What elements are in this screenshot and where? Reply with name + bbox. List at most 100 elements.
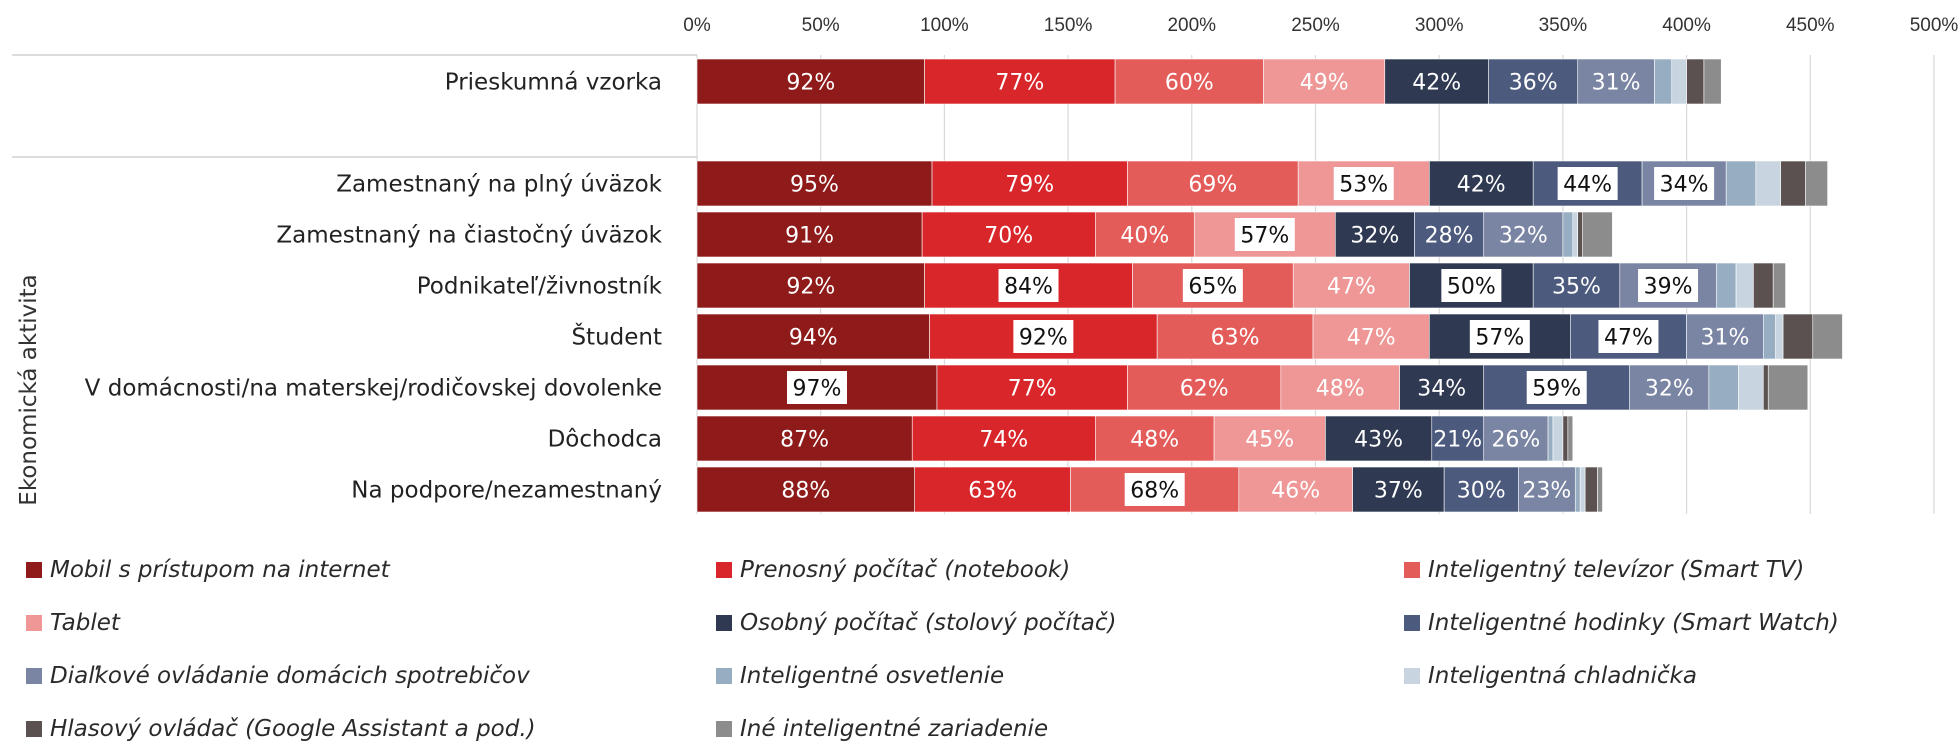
bar-segment bbox=[1518, 466, 1576, 513]
category-label: Zamestnaný na čiastočný úväzok bbox=[276, 223, 662, 249]
data-label: 48% bbox=[1316, 377, 1365, 402]
bar-segment bbox=[1708, 364, 1739, 411]
category-label: Prieskumná vzorka bbox=[445, 70, 662, 96]
x-tick-label: 200% bbox=[1167, 15, 1216, 36]
bar-segment bbox=[921, 211, 1096, 258]
bar-segment bbox=[1547, 415, 1554, 462]
category-label: Zamestnaný na plný úväzok bbox=[336, 172, 662, 198]
legend-label: Inteligentné hodinky (Smart Watch) bbox=[1428, 610, 1839, 636]
data-label: 70% bbox=[984, 224, 1033, 249]
bar-segment bbox=[931, 160, 1128, 207]
bar-segment bbox=[1725, 160, 1757, 207]
legend-swatch bbox=[1404, 562, 1420, 578]
bar-segment bbox=[1532, 262, 1621, 309]
bar-segment bbox=[696, 466, 916, 513]
data-label: 92% bbox=[786, 71, 835, 96]
legend-label: Iné inteligentné zariadenie bbox=[740, 716, 1049, 742]
bar-segment bbox=[1567, 415, 1574, 462]
data-label: 84% bbox=[1004, 275, 1053, 300]
data-label: 74% bbox=[979, 428, 1028, 453]
x-tick-label: 500% bbox=[1910, 15, 1959, 36]
legend-label: Inteligentná chladnička bbox=[1428, 663, 1697, 689]
bar-segment bbox=[1384, 58, 1489, 105]
x-tick-label: 100% bbox=[920, 15, 969, 36]
x-tick-label: 0% bbox=[683, 15, 711, 36]
data-label: 77% bbox=[995, 71, 1044, 96]
bar-segment bbox=[1805, 160, 1828, 207]
legend-label: Diaľkové ovládanie domácich spotrebičov bbox=[50, 663, 530, 689]
data-label: 23% bbox=[1522, 479, 1571, 504]
legend-swatch bbox=[716, 562, 732, 578]
data-label: 47% bbox=[1327, 275, 1376, 300]
data-label: 91% bbox=[785, 224, 834, 249]
bar-segment bbox=[1431, 415, 1485, 462]
data-label: 77% bbox=[1008, 377, 1057, 402]
bar-segment bbox=[1767, 364, 1809, 411]
data-label: 34% bbox=[1660, 173, 1709, 198]
category-label: Podnikateľ/živnostník bbox=[417, 274, 663, 300]
legend-label: Mobil s prístupom na internet bbox=[50, 557, 390, 583]
bar-segment bbox=[696, 415, 913, 462]
legend-swatch bbox=[716, 668, 732, 684]
bar-segment bbox=[1414, 211, 1485, 258]
data-label: 44% bbox=[1563, 173, 1612, 198]
data-label: 63% bbox=[1211, 326, 1260, 351]
legend-swatch bbox=[26, 721, 42, 737]
data-label: 95% bbox=[790, 173, 839, 198]
legend-item: Mobil s prístupom na internet bbox=[26, 557, 390, 583]
bar-segment bbox=[1584, 466, 1598, 513]
bar-segment bbox=[696, 58, 925, 105]
data-label-box bbox=[1013, 320, 1074, 353]
bar-segment bbox=[1483, 415, 1549, 462]
x-tick-label: 400% bbox=[1662, 15, 1711, 36]
data-label: 97% bbox=[793, 377, 842, 402]
legend-swatch bbox=[1404, 615, 1420, 631]
bar-segment bbox=[1686, 58, 1705, 105]
legend-label: Tablet bbox=[50, 610, 120, 636]
data-label: 28% bbox=[1425, 224, 1474, 249]
bar-segment bbox=[1753, 262, 1774, 309]
data-label-box bbox=[1526, 371, 1587, 404]
bar-segment bbox=[1762, 313, 1776, 360]
category-label: Študent bbox=[571, 323, 662, 351]
data-label: 31% bbox=[1700, 326, 1749, 351]
data-label-box bbox=[1441, 269, 1502, 302]
bar-segment bbox=[1715, 262, 1737, 309]
data-label: 94% bbox=[789, 326, 838, 351]
legend-item: Inteligentné osvetlenie bbox=[716, 663, 1004, 689]
bar-segment bbox=[1114, 58, 1264, 105]
bar-segment bbox=[1735, 262, 1754, 309]
data-label: 49% bbox=[1300, 71, 1349, 96]
bar-segment bbox=[1572, 211, 1579, 258]
bar-segment bbox=[1703, 58, 1722, 105]
bar-segment bbox=[914, 466, 1071, 513]
bar-segment bbox=[1738, 364, 1764, 411]
legend-item: Iné inteligentné zariadenie bbox=[716, 716, 1048, 742]
data-label: 57% bbox=[1240, 224, 1289, 249]
data-label: 32% bbox=[1499, 224, 1548, 249]
legend-item: Osobný počítač (stolový počítač) bbox=[716, 610, 1117, 636]
data-label: 79% bbox=[1005, 173, 1054, 198]
bar-segment bbox=[1686, 313, 1764, 360]
data-label: 59% bbox=[1532, 377, 1581, 402]
data-label: 62% bbox=[1180, 377, 1229, 402]
bar-segment bbox=[1095, 415, 1215, 462]
data-label: 47% bbox=[1347, 326, 1396, 351]
bar-segment bbox=[1577, 211, 1583, 258]
legend-swatch bbox=[26, 562, 42, 578]
bar-segment bbox=[1597, 466, 1603, 513]
data-label: 69% bbox=[1188, 173, 1237, 198]
data-label: 43% bbox=[1354, 428, 1403, 453]
bar-segment bbox=[1443, 466, 1519, 513]
data-label: 26% bbox=[1491, 428, 1540, 453]
data-label: 42% bbox=[1412, 71, 1461, 96]
data-label: 39% bbox=[1644, 275, 1693, 300]
x-tick-label: 50% bbox=[802, 15, 840, 36]
data-label: 45% bbox=[1245, 428, 1294, 453]
data-label-box bbox=[1557, 167, 1618, 200]
legend-item: Prenosný počítač (notebook) bbox=[716, 557, 1070, 583]
data-label-box bbox=[1638, 269, 1699, 302]
data-label: 34% bbox=[1417, 377, 1466, 402]
bar-segment bbox=[1812, 313, 1843, 360]
bar-segment bbox=[1238, 466, 1353, 513]
